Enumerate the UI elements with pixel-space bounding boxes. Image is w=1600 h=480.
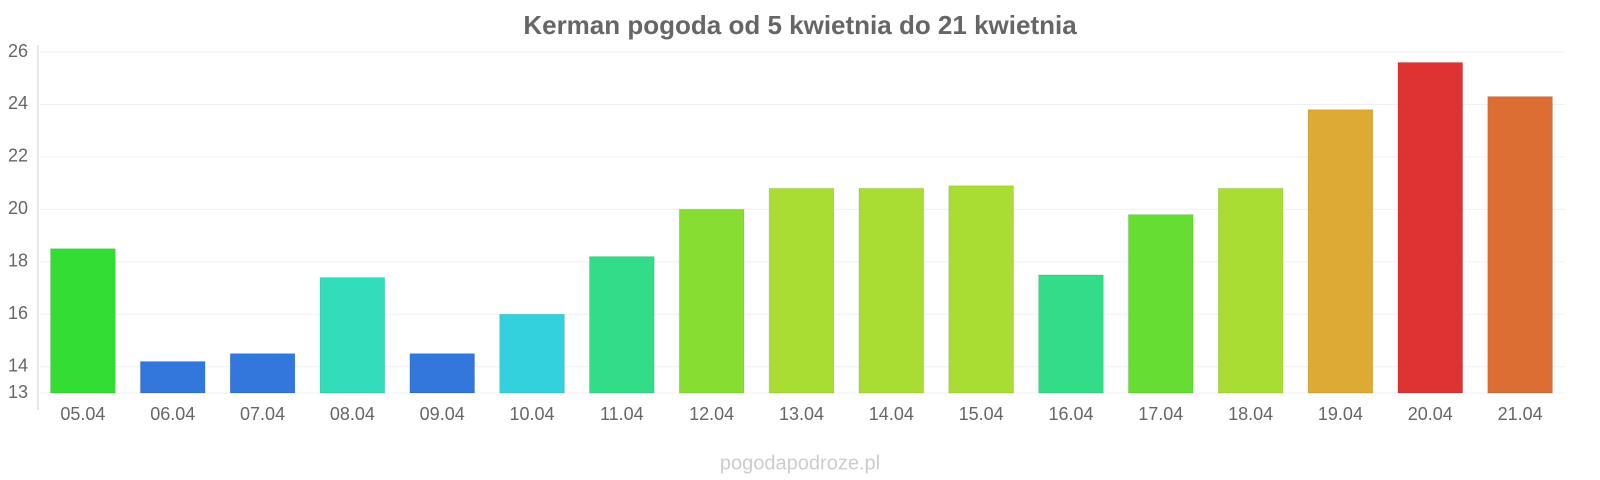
bar bbox=[229, 353, 296, 394]
chart-title: Kerman pogoda od 5 kwietnia do 21 kwietn… bbox=[523, 10, 1077, 40]
bar bbox=[139, 361, 206, 394]
x-tick-label: 11.04 bbox=[600, 404, 644, 424]
bar bbox=[768, 187, 835, 394]
y-tick-label: 22 bbox=[8, 146, 28, 166]
x-tick-label: 18.04 bbox=[1228, 404, 1273, 424]
y-tick-label: 16 bbox=[8, 303, 28, 323]
x-tick-label: 16.04 bbox=[1048, 404, 1093, 424]
y-tick-label: 20 bbox=[8, 198, 28, 218]
y-tick-label: 14 bbox=[8, 356, 28, 376]
bar bbox=[589, 256, 655, 394]
bar bbox=[1038, 274, 1104, 394]
bar bbox=[1487, 96, 1553, 394]
x-tick-label: 15.04 bbox=[959, 404, 1004, 424]
y-tick-label: 18 bbox=[8, 251, 28, 271]
bar bbox=[50, 248, 116, 394]
x-tick-label: 07.04 bbox=[240, 404, 285, 424]
x-tick-label: 20.04 bbox=[1408, 404, 1453, 424]
x-tick-label: 08.04 bbox=[330, 404, 375, 424]
bar bbox=[499, 313, 565, 394]
bar bbox=[1307, 109, 1374, 394]
bar bbox=[1127, 214, 1194, 394]
x-tick-label: 17.04 bbox=[1138, 404, 1183, 424]
y-tick-label: 13 bbox=[8, 382, 28, 402]
x-tick-label: 10.04 bbox=[510, 404, 555, 424]
bar bbox=[1397, 61, 1464, 394]
y-tick-label: 26 bbox=[8, 41, 28, 61]
x-tick-label: 05.04 bbox=[60, 404, 105, 424]
bar bbox=[678, 208, 745, 394]
y-tick-label: 24 bbox=[8, 93, 28, 113]
bar bbox=[409, 353, 476, 394]
x-tick-label: 06.04 bbox=[150, 404, 195, 424]
bar bbox=[948, 185, 1014, 394]
watermark: pogodapodroze.pl bbox=[720, 452, 880, 474]
x-tick-label: 12.04 bbox=[689, 404, 734, 424]
x-tick-label: 09.04 bbox=[420, 404, 465, 424]
x-tick-label: 13.04 bbox=[779, 404, 824, 424]
x-tick-label: 14.04 bbox=[869, 404, 914, 424]
bar bbox=[858, 187, 925, 394]
bar bbox=[1217, 187, 1284, 394]
bar bbox=[319, 277, 386, 394]
x-tick-label: 21.04 bbox=[1498, 404, 1543, 424]
x-tick-label: 19.04 bbox=[1318, 404, 1363, 424]
